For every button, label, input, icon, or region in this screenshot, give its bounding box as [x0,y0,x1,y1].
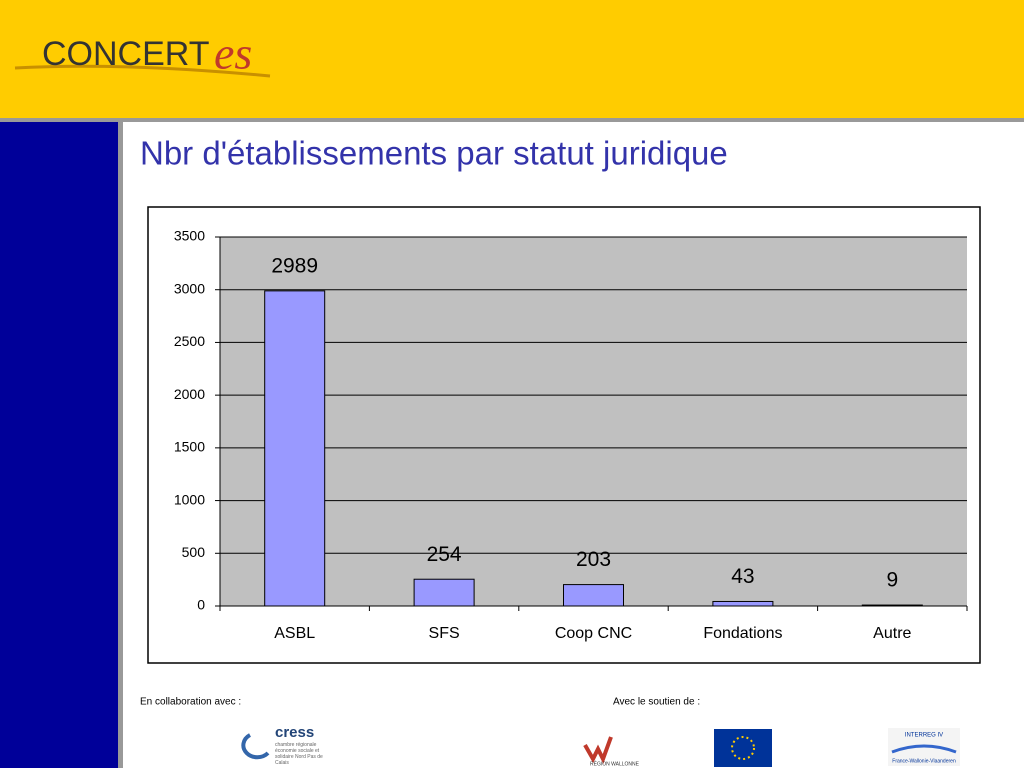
logo-text: CONCERT [42,35,210,73]
y-tick-label: 1500 [174,439,205,455]
cress-logo: cress [275,724,314,741]
y-tick-label: 3500 [174,228,205,244]
eu-stars [731,736,755,760]
y-tick-label: 2500 [174,333,205,349]
side-rule [118,122,123,768]
value-label: 2989 [271,254,318,277]
wallonie-logo: RÉGION WALLONNE [590,760,640,767]
logo-script: es [214,28,252,79]
x-tick-label: Autre [873,625,911,642]
y-tick-label: 500 [182,544,206,560]
bar [712,600,774,607]
x-tick-label: SFS [429,625,460,642]
slide-title: Nbr d'établissements par statut juridiqu… [140,135,728,172]
x-tick-label: ASBL [274,625,315,642]
value-label: 254 [427,543,462,566]
cress-icon [241,733,270,760]
side-bar [0,122,118,768]
plot-area [220,237,967,606]
bar [563,584,624,607]
logo-swoosh [14,64,271,78]
footer-left: En collaboration avec : [140,697,241,708]
x-tick-label: Fondations [703,625,782,642]
header-bar [0,0,1024,118]
interreg-arc [891,744,957,754]
wallonie-icon [583,736,613,765]
x-tick-label: Coop CNC [555,625,632,642]
cress-sub: chambre régionale économie sociale et so… [275,742,323,766]
value-label: 9 [886,569,898,592]
bar [861,604,923,607]
bar [264,290,326,607]
y-tick-label: 3000 [174,280,205,296]
footer-right: Avec le soutien de : [613,697,700,708]
interreg-logo: INTERREG IV [905,733,943,739]
cress-sub-box: chambre régionale économie sociale et so… [275,742,323,766]
y-tick-label: 2000 [174,386,205,402]
value-label: 43 [731,565,754,588]
y-tick-label: 0 [197,597,205,613]
eu-flag [714,729,772,767]
interreg-sub: France-Wallonie-Vlaanderen [892,758,956,764]
value-label: 203 [576,548,611,571]
bar [413,578,475,607]
y-tick-label: 1000 [174,491,205,507]
header-rule [0,118,1024,122]
